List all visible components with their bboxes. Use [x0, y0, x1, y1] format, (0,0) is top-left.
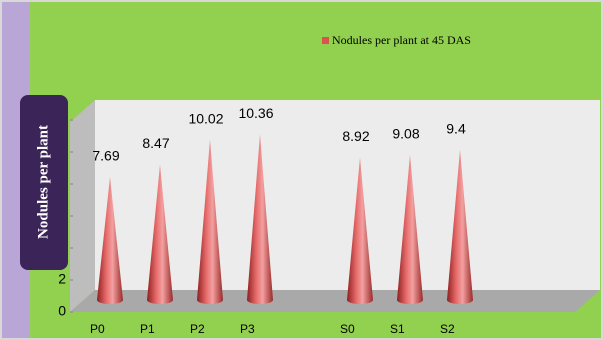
cone	[347, 157, 373, 304]
y-tick-label: 0	[58, 303, 66, 319]
x-tick-label: P0	[90, 322, 105, 336]
legend-swatch	[322, 37, 329, 44]
x-tick-label: P2	[190, 322, 205, 336]
y-axis-title: Nodules per plant	[35, 125, 51, 239]
x-tick-label: S1	[390, 322, 405, 336]
x-tick-label: S0	[340, 322, 355, 336]
x-tick-label: P1	[140, 322, 155, 336]
cone-body	[247, 134, 273, 304]
x-tick-label: P3	[240, 322, 255, 336]
cone-body	[447, 149, 473, 304]
cone	[197, 139, 223, 304]
y-axis-title-box	[20, 95, 68, 270]
back-wall	[95, 100, 600, 290]
x-tick-label: S2	[440, 322, 455, 336]
cone	[247, 134, 273, 304]
value-label: 9.4	[446, 120, 466, 136]
value-label: 7.69	[92, 148, 119, 164]
legend-label: Nodules per plant at 45 DAS	[332, 33, 471, 47]
cone-body	[147, 164, 173, 304]
cone	[447, 149, 473, 304]
value-label: 8.92	[342, 128, 369, 144]
side-wall	[70, 100, 95, 312]
value-label: 10.36	[238, 105, 273, 121]
y-tick-label: 2	[58, 271, 66, 287]
cone-body	[197, 139, 223, 304]
value-label: 8.47	[142, 135, 169, 151]
cone-body	[347, 157, 373, 304]
cone-body	[97, 176, 123, 304]
cone	[147, 164, 173, 304]
value-label: 9.08	[392, 125, 419, 141]
cone-body	[397, 154, 423, 304]
value-label: 10.02	[188, 110, 223, 126]
cone	[97, 176, 123, 304]
cone	[397, 154, 423, 304]
